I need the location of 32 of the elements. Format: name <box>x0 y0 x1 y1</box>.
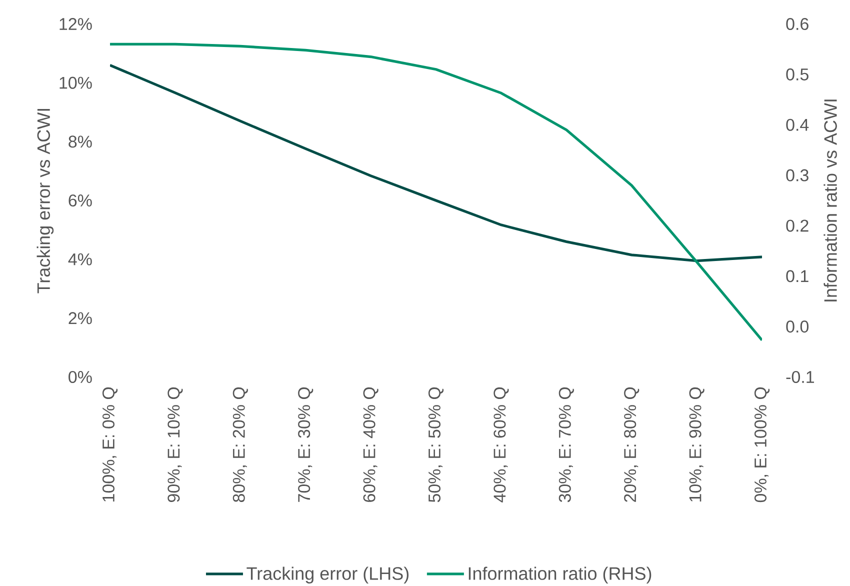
x-tick-label: 100%, E: 0% Q <box>102 387 118 502</box>
y-tick-label: 12% <box>60 18 92 30</box>
y-axis-title: Tracking error vs ACWI <box>36 109 54 294</box>
y2-tick-label: -0.1 <box>786 370 814 384</box>
y2-tick-label: 0.0 <box>786 320 809 333</box>
y-tick-label: 8% <box>68 136 92 148</box>
x-tick-label: 90%, E: 10% Q <box>168 387 183 502</box>
y-tick-label: 10% <box>60 76 92 89</box>
x-tick-label: 40%, E: 60% Q <box>494 387 509 502</box>
x-tick-label: 70%, E: 30% Q <box>298 387 314 502</box>
y2-tick-label: 0.3 <box>786 169 808 182</box>
legend-label: Information ratio (RHS) <box>468 566 652 584</box>
x-tick-label: 50%, E: 50% Q <box>428 387 444 502</box>
x-tick-label: 30%, E: 70% Q <box>558 387 574 502</box>
x-tick-label: 0%, E: 100% Q <box>754 387 770 502</box>
x-tick-label: 80%, E: 20% Q <box>232 387 248 502</box>
line-series <box>110 64 762 262</box>
y2-tick-label: 0.4 <box>786 118 809 131</box>
y2-axis-title: Information ratio vs ACWI <box>824 100 837 302</box>
y-tick-label: 4% <box>68 253 92 266</box>
y-tick-label: 0% <box>68 370 92 384</box>
y2-tick-label: 0.6 <box>786 18 808 30</box>
y2-tick-label: 0.2 <box>786 220 808 232</box>
x-tick-label: 10%, E: 90% Q <box>689 387 704 502</box>
x-tick-label: 60%, E: 40% Q <box>363 387 378 502</box>
legend-label: Tracking error (LHS) <box>246 566 408 584</box>
y2-tick-label: 0.1 <box>786 270 808 282</box>
y2-tick-label: 0.5 <box>786 68 808 80</box>
line-series <box>110 42 762 342</box>
x-tick-label: 20%, E: 80% Q <box>624 387 640 502</box>
y-tick-label: 6% <box>68 194 92 207</box>
y-tick-label: 2% <box>68 312 92 324</box>
